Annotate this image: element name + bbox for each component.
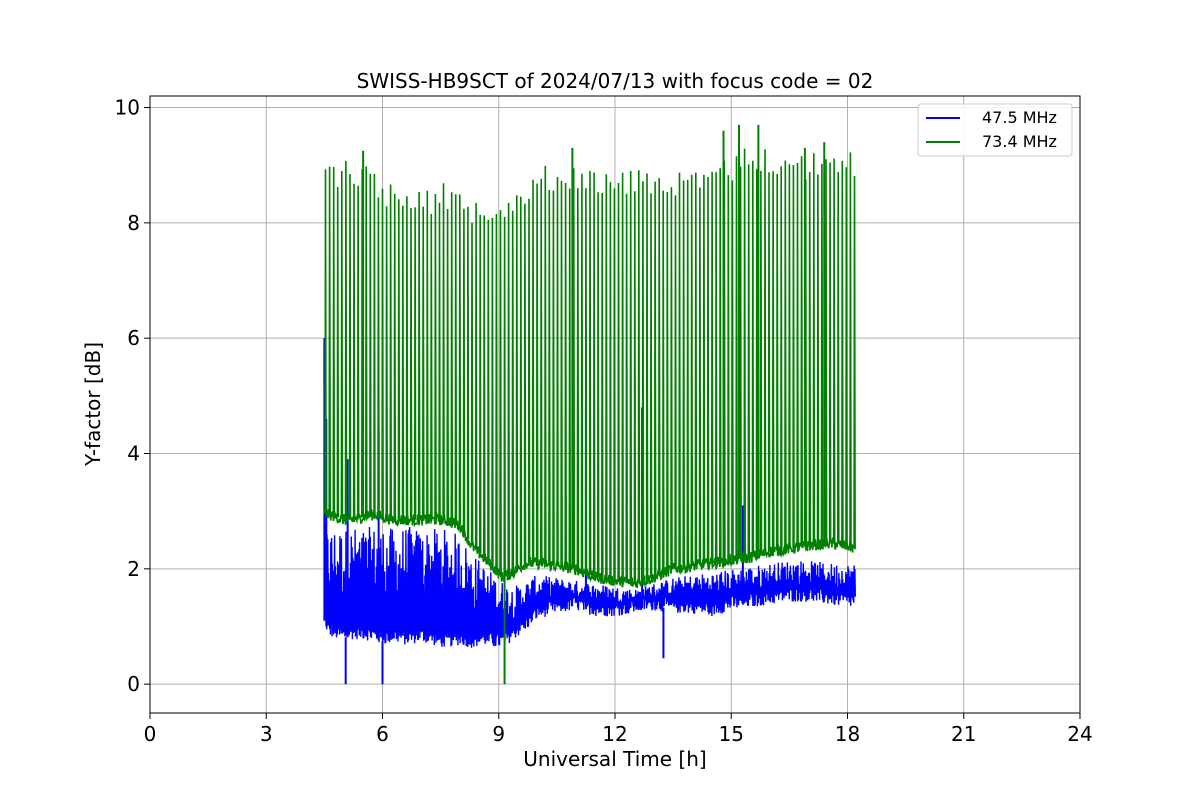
x-tick-label: 9 <box>492 722 505 746</box>
x-axis-label: Universal Time [h] <box>523 747 706 771</box>
legend: 47.5 MHz 73.4 MHz <box>917 103 1073 157</box>
x-tick-label: 21 <box>951 722 976 746</box>
series-47-5-line <box>323 524 856 648</box>
legend-label-47-5: 47.5 MHz <box>982 108 1057 127</box>
x-axis-ticks: 0 3 6 9 12 15 18 21 24 <box>144 713 1093 746</box>
series-73-4-line <box>323 148 857 589</box>
x-tick-label: 0 <box>144 722 157 746</box>
y-axis-ticks: 0 2 4 6 8 10 <box>115 96 150 696</box>
x-tick-label: 3 <box>260 722 273 746</box>
chart-title: SWISS-HB9SCT of 2024/07/13 with focus co… <box>357 69 874 93</box>
plot-area <box>323 124 857 685</box>
y-tick-label: 4 <box>127 442 140 466</box>
x-tick-label: 24 <box>1067 722 1092 746</box>
y-tick-label: 2 <box>127 557 140 581</box>
legend-label-73-4: 73.4 MHz <box>982 132 1057 151</box>
y-tick-label: 6 <box>127 326 140 350</box>
y-tick-label: 8 <box>127 211 140 235</box>
x-tick-label: 15 <box>719 722 744 746</box>
x-tick-label: 6 <box>376 722 389 746</box>
x-tick-label: 18 <box>835 722 860 746</box>
y-tick-label: 10 <box>115 96 140 120</box>
y-axis-label: Y-factor [dB] <box>81 342 105 467</box>
y-tick-label: 0 <box>127 672 140 696</box>
x-tick-label: 12 <box>602 722 627 746</box>
